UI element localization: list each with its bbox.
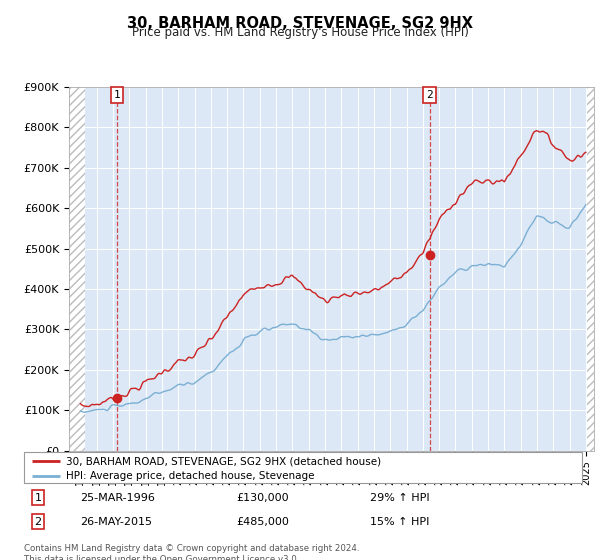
Text: £485,000: £485,000 [236,517,289,527]
Text: 30, BARHAM ROAD, STEVENAGE, SG2 9HX: 30, BARHAM ROAD, STEVENAGE, SG2 9HX [127,16,473,31]
Bar [587,87,597,451]
Text: 2: 2 [34,517,41,527]
FancyBboxPatch shape [24,452,582,483]
Text: 2: 2 [426,90,433,100]
Text: 1: 1 [113,90,120,100]
Text: 15% ↑ HPI: 15% ↑ HPI [370,517,430,527]
Bar [69,87,85,451]
Text: 29% ↑ HPI: 29% ↑ HPI [370,493,430,503]
Text: 26-MAY-2015: 26-MAY-2015 [80,517,152,527]
Text: £130,000: £130,000 [236,493,289,503]
Text: Price paid vs. HM Land Registry's House Price Index (HPI): Price paid vs. HM Land Registry's House … [131,26,469,39]
Text: HPI: Average price, detached house, Stevenage: HPI: Average price, detached house, Stev… [66,470,314,480]
Text: 30, BARHAM ROAD, STEVENAGE, SG2 9HX (detached house): 30, BARHAM ROAD, STEVENAGE, SG2 9HX (det… [66,456,381,466]
Text: 1: 1 [34,493,41,503]
Text: 25-MAR-1996: 25-MAR-1996 [80,493,155,503]
Text: Contains HM Land Registry data © Crown copyright and database right 2024.
This d: Contains HM Land Registry data © Crown c… [24,544,359,560]
